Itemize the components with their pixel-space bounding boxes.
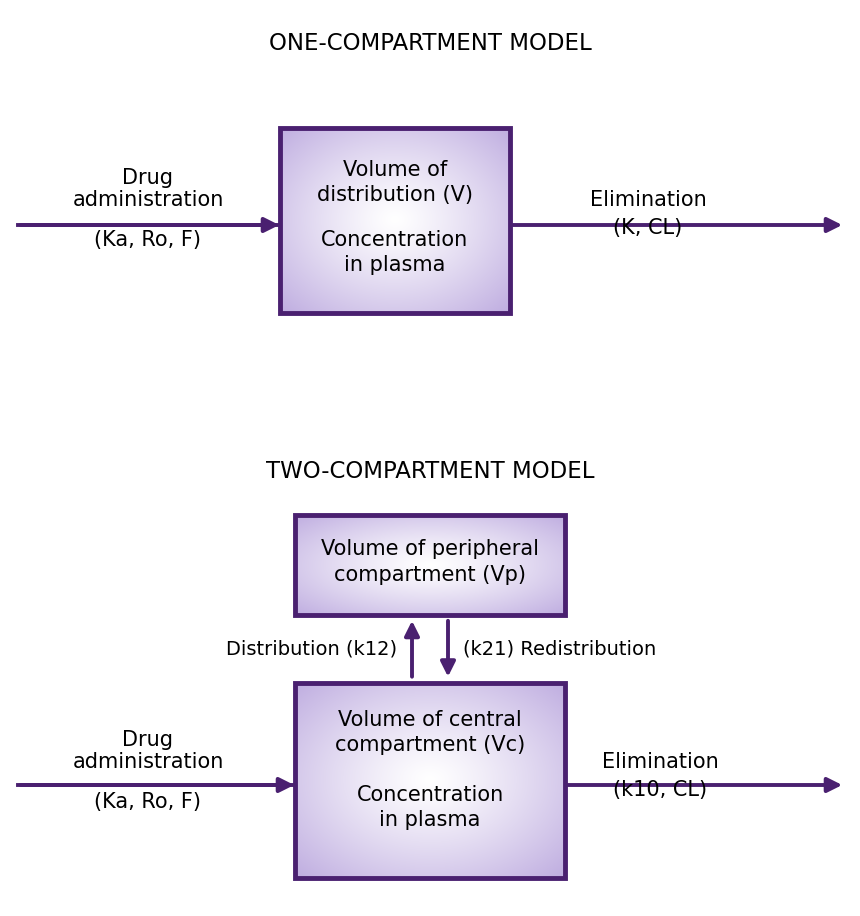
Text: Elimination: Elimination: [590, 190, 706, 210]
Text: compartment (Vp): compartment (Vp): [334, 565, 526, 585]
Text: ONE-COMPARTMENT MODEL: ONE-COMPARTMENT MODEL: [268, 32, 592, 55]
Text: in plasma: in plasma: [379, 810, 481, 830]
Text: Concentration: Concentration: [322, 230, 469, 250]
Text: administration: administration: [72, 752, 224, 772]
Text: Drug: Drug: [122, 168, 174, 188]
Bar: [280, 127, 510, 312]
Text: (k21) Redistribution: (k21) Redistribution: [463, 639, 656, 659]
Text: Volume of: Volume of: [343, 160, 447, 180]
Text: Distribution (k12): Distribution (k12): [226, 639, 397, 659]
Text: (k10, CL): (k10, CL): [613, 780, 707, 800]
Text: administration: administration: [72, 190, 224, 210]
Text: distribution (V): distribution (V): [317, 185, 473, 205]
Text: Drug: Drug: [122, 730, 174, 750]
Text: in plasma: in plasma: [344, 255, 445, 275]
Text: Volume of peripheral: Volume of peripheral: [321, 539, 539, 559]
Text: (K, CL): (K, CL): [613, 218, 683, 238]
Text: Elimination: Elimination: [602, 752, 718, 772]
Bar: [295, 682, 565, 878]
Text: TWO-COMPARTMENT MODEL: TWO-COMPARTMENT MODEL: [266, 460, 594, 483]
Text: Volume of central: Volume of central: [338, 710, 522, 730]
Text: (Ka, Ro, F): (Ka, Ro, F): [95, 792, 201, 812]
Text: compartment (Vc): compartment (Vc): [335, 735, 525, 755]
Text: (Ka, Ro, F): (Ka, Ro, F): [95, 230, 201, 250]
Text: Concentration: Concentration: [356, 785, 504, 805]
Bar: [295, 515, 565, 615]
